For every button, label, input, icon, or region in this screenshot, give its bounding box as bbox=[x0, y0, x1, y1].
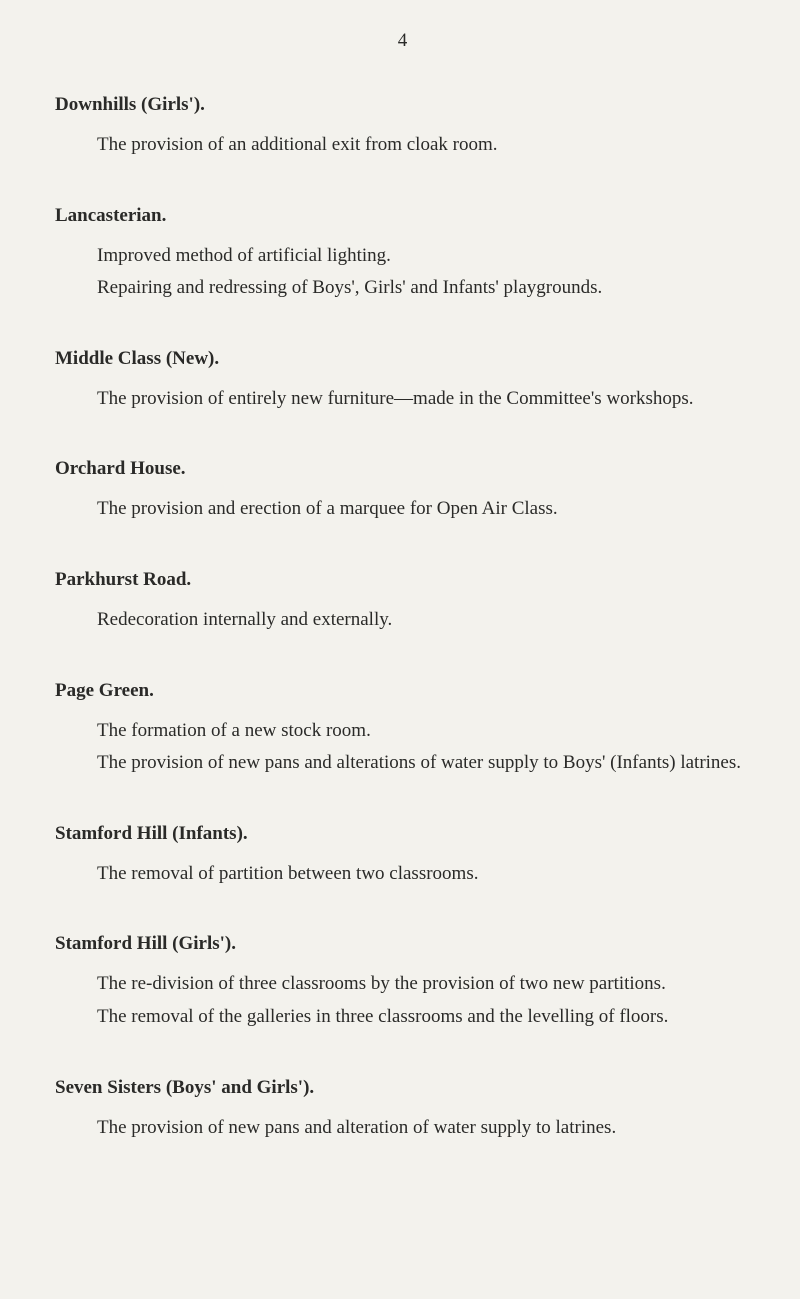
section-title: Stamford Hill (Girls'). bbox=[55, 933, 750, 955]
paragraph: The provision of new pans and alteration… bbox=[97, 1115, 750, 1142]
paragraph: Improved method of artificial lighting. bbox=[97, 243, 750, 270]
section-body: The removal of partition between two cla… bbox=[55, 861, 750, 888]
section-title: Seven Sisters (Boys' and Girls'). bbox=[55, 1077, 750, 1099]
paragraph: The provision of entirely new furniture—… bbox=[97, 386, 750, 413]
section-body: The provision of new pans and alteration… bbox=[55, 1115, 750, 1142]
section-body: The provision of an additional exit from… bbox=[55, 132, 750, 159]
section-page-green: Page Green. The formation of a new stock… bbox=[55, 680, 750, 777]
paragraph: Repairing and redressing of Boys', Girls… bbox=[97, 275, 750, 302]
section-body: Redecoration internally and externally. bbox=[55, 607, 750, 634]
section-lancasterian: Lancasterian. Improved method of artific… bbox=[55, 205, 750, 302]
section-title: Middle Class (New). bbox=[55, 348, 750, 370]
section-title: Parkhurst Road. bbox=[55, 569, 750, 591]
paragraph: The formation of a new stock room. bbox=[97, 718, 750, 745]
paragraph: The removal of partition between two cla… bbox=[97, 861, 750, 888]
section-title: Page Green. bbox=[55, 680, 750, 702]
section-seven-sisters: Seven Sisters (Boys' and Girls'). The pr… bbox=[55, 1077, 750, 1142]
section-stamford-hill-girls: Stamford Hill (Girls'). The re-division … bbox=[55, 933, 750, 1030]
page-number: 4 bbox=[55, 30, 750, 52]
section-title: Orchard House. bbox=[55, 458, 750, 480]
section-title: Downhills (Girls'). bbox=[55, 94, 750, 116]
paragraph: The provision of an additional exit from… bbox=[97, 132, 750, 159]
section-body: The provision of entirely new furniture—… bbox=[55, 386, 750, 413]
paragraph: Redecoration internally and externally. bbox=[97, 607, 750, 634]
paragraph: The re-division of three classrooms by t… bbox=[97, 971, 750, 998]
section-body: The formation of a new stock room. The p… bbox=[55, 718, 750, 777]
section-title: Stamford Hill (Infants). bbox=[55, 823, 750, 845]
paragraph: The removal of the galleries in three cl… bbox=[97, 1004, 750, 1031]
section-parkhurst-road: Parkhurst Road. Redecoration internally … bbox=[55, 569, 750, 634]
paragraph: The provision of new pans and alteration… bbox=[97, 750, 750, 777]
section-title: Lancasterian. bbox=[55, 205, 750, 227]
section-stamford-hill-infants: Stamford Hill (Infants). The removal of … bbox=[55, 823, 750, 888]
section-downhills: Downhills (Girls'). The provision of an … bbox=[55, 94, 750, 159]
section-body: The provision and erection of a marquee … bbox=[55, 496, 750, 523]
section-body: Improved method of artificial lighting. … bbox=[55, 243, 750, 302]
section-middle-class: Middle Class (New). The provision of ent… bbox=[55, 348, 750, 413]
section-orchard-house: Orchard House. The provision and erectio… bbox=[55, 458, 750, 523]
section-body: The re-division of three classrooms by t… bbox=[55, 971, 750, 1030]
paragraph: The provision and erection of a marquee … bbox=[97, 496, 750, 523]
